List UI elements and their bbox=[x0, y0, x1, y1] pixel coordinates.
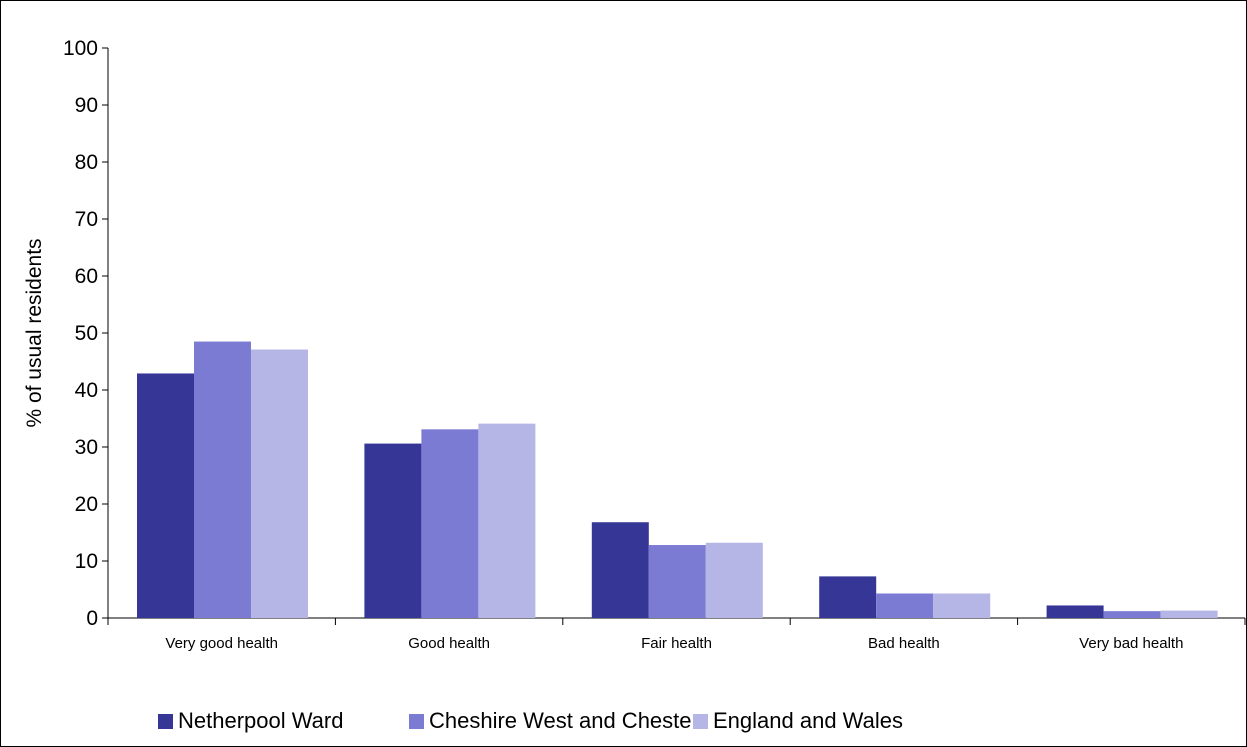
bar bbox=[1160, 610, 1218, 618]
bar bbox=[819, 576, 877, 618]
y-tick-label: 30 bbox=[75, 436, 98, 459]
y-tick-label: 60 bbox=[75, 265, 98, 288]
x-tick-label: Bad health bbox=[868, 635, 940, 652]
legend-item: Cheshire West and Chester bbox=[409, 708, 699, 734]
x-tick-label: Good health bbox=[408, 635, 490, 652]
bar bbox=[478, 423, 536, 618]
bar bbox=[648, 545, 706, 618]
y-tick-label: 70 bbox=[75, 208, 98, 231]
legend-label: England and Wales bbox=[713, 708, 903, 733]
legend-item: Netherpool Ward bbox=[158, 708, 343, 734]
bars bbox=[137, 341, 1218, 618]
y-tick-label: 80 bbox=[75, 151, 98, 174]
bar bbox=[421, 429, 479, 618]
bar bbox=[1103, 611, 1161, 618]
y-tick-label: 20 bbox=[75, 493, 98, 516]
y-tick-label: 50 bbox=[75, 322, 98, 345]
y-ticks: 0 10 20 30 40 50 60 70 80 90 100 bbox=[63, 37, 108, 630]
legend-swatch bbox=[693, 713, 708, 729]
x-tick-label: Very good health bbox=[165, 635, 278, 652]
bar bbox=[933, 593, 991, 618]
x-tick-label: Very bad health bbox=[1079, 635, 1183, 652]
legend-label: Netherpool Ward bbox=[178, 708, 344, 733]
legend-swatch bbox=[409, 713, 424, 729]
x-tick-label: Fair health bbox=[641, 635, 712, 652]
y-tick-label: 90 bbox=[75, 94, 98, 117]
legend: Netherpool Ward Cheshire West and Chester… bbox=[0, 708, 1247, 742]
bar bbox=[137, 373, 194, 618]
y-tick-label: 40 bbox=[75, 379, 98, 402]
bar bbox=[705, 542, 763, 618]
x-ticks: Very good health Good health Fair health Ba… bbox=[107, 618, 1246, 652]
y-tick-label: 10 bbox=[75, 550, 98, 573]
y-axis-title: % of usual residents bbox=[23, 238, 46, 427]
bar bbox=[194, 341, 251, 618]
bar bbox=[1046, 605, 1104, 618]
bar bbox=[591, 522, 649, 618]
y-tick-label: 100 bbox=[63, 37, 98, 60]
y-tick-label: 0 bbox=[86, 607, 98, 630]
legend-item: England and Wales bbox=[693, 708, 903, 734]
bar bbox=[876, 593, 934, 618]
bar bbox=[251, 349, 308, 618]
legend-label: Cheshire West and Chester bbox=[429, 708, 699, 733]
bar bbox=[364, 443, 422, 618]
legend-swatch bbox=[158, 713, 173, 729]
